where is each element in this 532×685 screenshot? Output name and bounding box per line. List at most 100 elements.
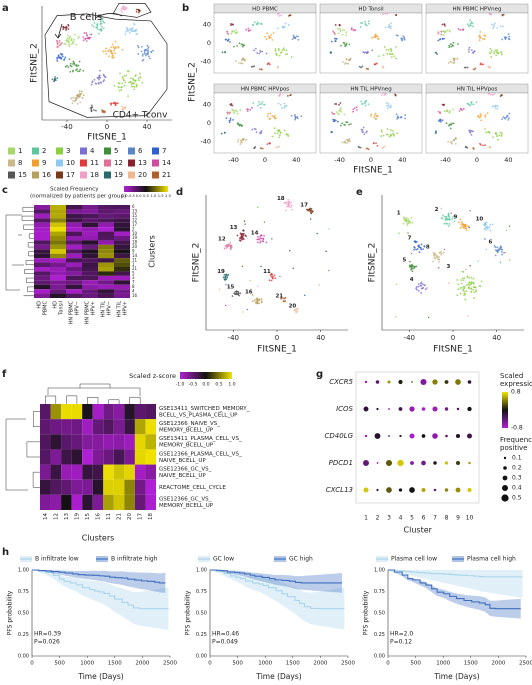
cell-point [283,48,286,51]
cell-point [443,30,446,33]
heatmap-cell [114,213,130,219]
cell-point [66,64,68,67]
cell-point [384,26,387,29]
cell-point [68,58,71,60]
cell-point [470,103,473,105]
heatmap-cell [98,205,114,210]
dot [398,488,403,492]
cell-point [258,52,261,55]
cell-point [258,302,261,305]
heatmap-cell [124,464,135,480]
cell-point [464,293,467,295]
heatmap-cell [113,449,125,465]
cell-point [338,103,340,106]
stat-label: HR=2.0 [390,631,413,638]
cell-point [278,129,281,131]
cell-point [472,288,475,291]
cell-point [457,288,460,291]
cell-point [386,128,389,131]
cell-point [132,29,135,32]
heatmap-cell [50,434,62,450]
cell-point [469,22,472,25]
gene-label: CXCL13 [326,486,353,494]
cell-point [291,38,294,41]
cell-point [256,302,258,304]
cell-point [231,295,234,298]
cell-point [281,107,283,110]
cell-point [500,94,503,96]
heatmap-cell [50,258,66,263]
cluster-label: 15 [227,284,235,290]
cell-point [70,65,73,68]
cell-point [508,112,511,115]
cell-point [389,106,392,109]
dot [468,461,471,465]
cell-point [438,258,441,260]
cell-point [232,118,234,121]
cell-point [218,288,221,290]
cell-point [495,132,497,134]
cell-point [285,53,287,56]
cell-point [291,208,293,211]
cell-point [62,25,65,28]
heatmap-cell [82,244,98,250]
heatmap-cell [82,434,93,450]
cell-point [406,222,409,225]
cell-point [84,38,86,40]
heatmap-cell [82,253,98,259]
cell-point [343,113,346,116]
cell-point [271,135,274,138]
arrow [94,13,123,19]
cell-point [355,106,358,109]
cell-point [417,285,420,288]
cell-point [51,78,54,81]
cell-point [451,140,453,143]
cell-point [420,291,423,294]
heatmap-cell [50,249,66,254]
cell-point [341,122,344,125]
cell-point [258,298,261,301]
cell-point [470,133,473,136]
cell-point [412,265,415,268]
cell-point [142,53,144,56]
cell-point [464,298,467,301]
cell-point [448,282,450,284]
cell-point [470,49,473,51]
cell-point [128,81,131,84]
cell-point [67,28,70,30]
y-tick-label: 1.00 [196,568,207,574]
legend-swatch [80,171,87,179]
heatmap-cell [34,236,50,241]
cell-point [467,48,470,51]
dot [467,380,472,384]
heatmap-cell [98,253,114,259]
cell-point [445,30,448,33]
cell-point [493,22,496,25]
cell-point [444,218,447,221]
dot [467,433,472,439]
confidence-band [210,570,345,630]
heatmap-cell [114,267,130,272]
cell-point [500,134,503,136]
cell-point [290,114,293,117]
row-label: NAIVE_BCELL_UP [159,473,206,479]
heatmap-cell [92,449,104,465]
cell-point [63,42,66,45]
heatmap-cell [82,258,98,263]
heatmap-cell [61,434,72,450]
cell-point [472,130,474,133]
row-label: 10 [132,231,138,236]
cell-point [225,284,227,286]
cell-point [111,54,114,57]
cell-point [229,248,232,251]
heatmap-cell [114,258,130,263]
x-tick-label: 0 [105,123,109,131]
cell-point [64,56,67,59]
cell-point [485,228,487,231]
cell-point [101,17,104,20]
cell-point [72,42,75,45]
cell-point [223,247,226,250]
heatmap-cell [145,404,156,420]
cell-point [70,43,73,46]
cell-point [432,252,435,254]
